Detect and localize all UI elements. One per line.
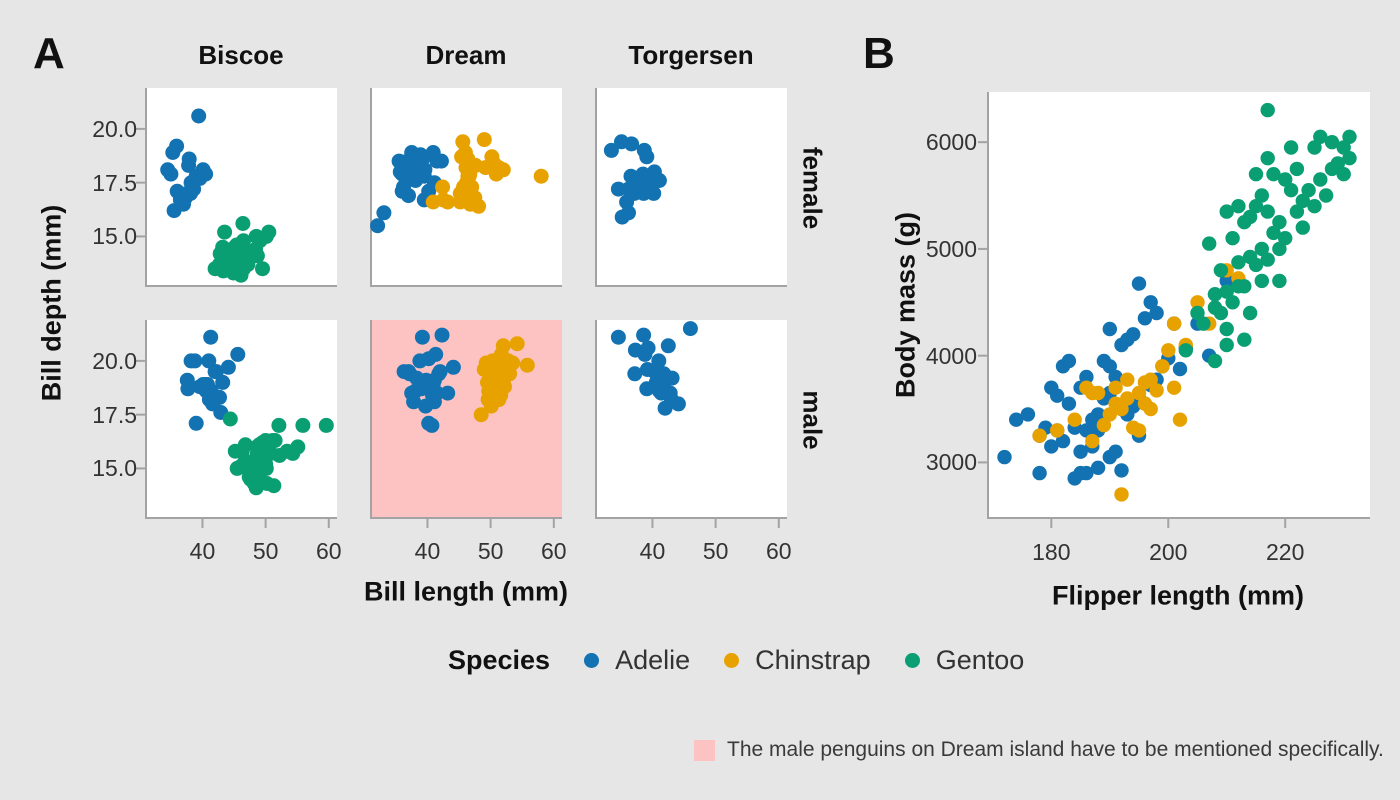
legend-item-label: Adelie	[615, 645, 691, 675]
chinstrap-dot-icon	[724, 652, 740, 668]
panel-a-y-tick-male-17.5: 17.5	[92, 401, 137, 428]
panel-b-x-tick-180: 180	[1032, 539, 1071, 565]
panel-a-x-tick-torgersen-60: 60	[765, 538, 792, 564]
facet-panel-torgersen-male	[595, 320, 787, 528]
panel-b-y-tick-5000: 5000	[925, 235, 977, 262]
panel-a-x-tick-torgersen-50: 50	[702, 538, 729, 564]
panel-b-y-tick-3000: 3000	[925, 449, 977, 476]
panel-a-x-tick-biscoe-50: 50	[252, 538, 279, 564]
annotation-text: The male penguins on Dream island have t…	[727, 738, 1384, 761]
legend-item-label: Chinstrap	[755, 645, 871, 675]
facet-panel-biscoe-female	[136, 88, 337, 287]
highlight-swatch-icon	[694, 739, 715, 761]
facet-strip-female: female	[797, 146, 828, 229]
panel-b-label: B	[863, 29, 895, 78]
facet-strip-male: male	[797, 389, 828, 450]
panel-a-x-axis-title: Bill length (mm)	[364, 576, 568, 607]
facet-title-biscoe: Biscoe	[198, 40, 284, 70]
panel-a-y-axis-title: Bill depth (mm)	[36, 204, 67, 402]
facet-panel-torgersen-female	[595, 88, 787, 287]
panel-a-x-tick-dream-40: 40	[414, 538, 441, 564]
panel-a-x-tick-biscoe-40: 40	[189, 538, 216, 564]
panel-a-x-tick-biscoe-60: 60	[315, 538, 342, 564]
species-legend: Species Adelie Chinstrap Gentoo	[448, 644, 1024, 676]
panel-a-label: A	[33, 29, 65, 78]
panel-b-plot	[978, 92, 1370, 528]
panel-a-y-tick-male-20.0: 20.0	[92, 347, 137, 374]
facet-panel-dream-female	[370, 88, 562, 287]
legend-item-label: Gentoo	[935, 645, 1025, 675]
legend-item-gentoo: Gentoo	[904, 644, 1025, 676]
highlight-annotation: The male penguins on Dream island have t…	[694, 736, 1384, 764]
gentoo-dot-icon	[904, 652, 920, 668]
panel-b-x-tick-220: 220	[1266, 539, 1305, 565]
panel-a-y-tick-male-15.0: 15.0	[92, 455, 137, 482]
panel-a-y-tick-female-20.0: 20.0	[92, 115, 137, 142]
panel-a-y-tick-female-17.5: 17.5	[92, 169, 137, 196]
facet-title-torgersen: Torgersen	[628, 40, 754, 70]
facet-panel-biscoe-male	[136, 320, 337, 528]
legend-item-adelie: Adelie	[584, 644, 690, 676]
panel-a-x-tick-dream-60: 60	[540, 538, 567, 564]
panel-a-x-tick-torgersen-40: 40	[639, 538, 666, 564]
panel-b-y-tick-4000: 4000	[925, 342, 977, 369]
legend-title: Species	[448, 645, 551, 675]
panel-b-x-tick-200: 200	[1149, 539, 1188, 565]
adelie-dot-icon	[584, 652, 600, 668]
panel-b-y-tick-6000: 6000	[925, 129, 977, 156]
panel-b-y-axis-title: Body mass (g)	[890, 211, 921, 399]
legend-item-chinstrap: Chinstrap	[724, 644, 871, 676]
panel-b-x-axis-title: Flipper length (mm)	[1052, 580, 1304, 611]
facet-title-dream: Dream	[425, 40, 507, 70]
facet-panel-dream-male	[370, 320, 562, 528]
panel-a-y-tick-female-15.0: 15.0	[92, 223, 137, 250]
panel-a-x-tick-dream-50: 50	[477, 538, 504, 564]
